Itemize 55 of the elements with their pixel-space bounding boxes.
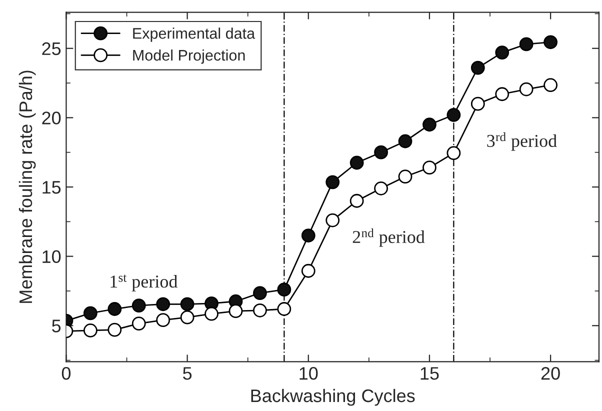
point	[519, 82, 534, 96]
point	[301, 264, 316, 278]
point	[253, 303, 267, 318]
point	[422, 160, 436, 175]
point	[132, 298, 146, 312]
point	[350, 156, 364, 170]
point	[277, 302, 292, 316]
point	[277, 282, 292, 297]
point	[374, 181, 388, 196]
point	[204, 306, 218, 321]
point	[326, 175, 340, 190]
annotation: 1$^{st}$ period	[110, 274, 178, 292]
point	[83, 306, 98, 320]
x-tick-label: 10	[300, 367, 318, 380]
y-tick-label: 15	[42, 181, 61, 194]
point	[519, 37, 534, 52]
x-tick-label: 5	[183, 367, 192, 380]
point	[326, 213, 340, 228]
point	[544, 78, 558, 92]
point	[156, 313, 170, 328]
point	[350, 194, 364, 208]
point	[132, 316, 146, 330]
legend-label: Model Projection	[133, 49, 245, 64]
point	[446, 146, 461, 160]
point	[446, 108, 461, 122]
point	[470, 96, 485, 111]
point	[108, 322, 122, 337]
y-tick-label: 10	[42, 250, 61, 264]
point	[156, 297, 170, 312]
point	[228, 304, 243, 318]
y-tick-label: 5	[52, 320, 61, 332]
point	[108, 302, 122, 316]
x-tick-label: 15	[420, 367, 439, 380]
annotation: 2$^{nd}$ period	[352, 228, 425, 247]
y-tick-label: 20	[42, 112, 61, 124]
point	[83, 324, 98, 338]
point	[544, 35, 558, 50]
point	[398, 134, 412, 148]
point	[495, 46, 510, 60]
point	[422, 118, 436, 132]
x-tick-label: 20	[541, 367, 560, 380]
point	[398, 170, 412, 184]
point	[470, 60, 485, 75]
point	[301, 228, 316, 242]
annotation: 3$^{rd}$ period	[487, 132, 557, 151]
point	[180, 297, 194, 312]
point	[253, 286, 267, 300]
x-tick-label: 0	[62, 367, 71, 380]
point	[374, 145, 388, 160]
point	[180, 310, 194, 324]
point	[495, 87, 510, 102]
y-axis-title: Membrane fouling rate (Pa/h)	[18, 70, 36, 303]
y-tick-label: 25	[42, 42, 61, 56]
legend-label: Experimental data	[133, 28, 256, 42]
x-axis-title: Backwashing Cycles	[251, 388, 415, 406]
